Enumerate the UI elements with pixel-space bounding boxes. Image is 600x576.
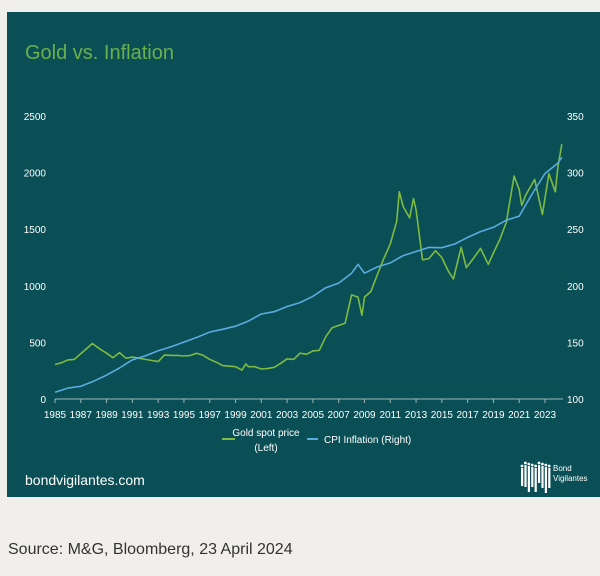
y-right-tick-label: 350	[567, 112, 584, 123]
x-tick-label: 1989	[95, 410, 118, 421]
y-left-tick-label: 0	[40, 395, 46, 406]
x-tick-label: 2015	[431, 410, 454, 421]
legend-label-cpi: CPI Inflation (Right)	[324, 435, 411, 446]
logo-figure-body	[531, 467, 534, 487]
x-tick-label: 2011	[380, 410, 402, 421]
logo-figure-head	[547, 464, 551, 468]
y-right-tick-label: 250	[567, 225, 584, 236]
x-tick-label: 1991	[121, 410, 144, 421]
logo-figure-head	[544, 463, 548, 467]
x-tick-label: 2007	[328, 410, 351, 421]
logo-figure-head	[537, 461, 541, 465]
chart-panel	[7, 12, 600, 497]
y-right-tick-label: 150	[567, 338, 584, 349]
x-tick-label: 2019	[482, 410, 505, 421]
logo-figure-head	[530, 463, 534, 467]
logo-figure-body	[538, 465, 541, 483]
logo-figure-body	[544, 467, 547, 493]
y-right-tick-label: 200	[567, 282, 584, 293]
x-tick-label: 1997	[199, 410, 222, 421]
logo-figure-body	[534, 468, 537, 492]
x-tick-label: 2005	[302, 410, 325, 421]
legend-label-gold-2: (Left)	[254, 443, 277, 454]
x-tick-label: 2001	[250, 410, 273, 421]
logo-text-2: Vigilantes	[553, 474, 588, 483]
logo-figure-body	[527, 466, 530, 492]
logo-figure-head	[534, 464, 537, 468]
logo-text-1: Bond	[553, 464, 572, 473]
cpi-inflation-line	[54, 156, 563, 393]
logo-figure-body	[548, 468, 551, 488]
x-tick-label: 1985	[44, 410, 67, 421]
y-right-tick-label: 100	[567, 395, 584, 406]
site-label: bondvigilantes.com	[25, 472, 145, 488]
x-tick-label: 1993	[147, 410, 170, 421]
logo-figure-body	[524, 465, 527, 487]
x-tick-label: 1999	[224, 410, 247, 421]
legend-label-gold-1: Gold spot price	[232, 428, 300, 439]
x-tick-label: 2009	[353, 410, 376, 421]
gold-price-line	[54, 144, 563, 371]
legend: Gold spot price (Left) CPI Inflation (Ri…	[222, 428, 411, 454]
y-left-tick-label: 1000	[24, 282, 47, 293]
logo-figure-body	[541, 466, 544, 488]
logo-figure-head	[524, 461, 527, 465]
x-tick-label: 1995	[173, 410, 196, 421]
logo-figure-body	[521, 468, 524, 486]
x-tick-label: 2023	[534, 410, 557, 421]
x-tick-label: 2021	[508, 410, 531, 421]
source-note: Source: M&G, Bloomberg, 23 April 2024	[8, 541, 293, 558]
logo-figure-head	[520, 464, 524, 468]
y-left-tick-label: 2500	[24, 112, 47, 123]
bond-vigilantes-logo: Bond Vigilantes	[520, 461, 588, 493]
y-left-tick-label: 500	[29, 338, 46, 349]
x-tick-label: 1987	[70, 410, 93, 421]
y-left-tick-label: 2000	[24, 169, 47, 180]
y-left-tick-label: 1500	[24, 225, 47, 236]
logo-figure-head	[541, 462, 544, 466]
y-right-tick-label: 300	[567, 169, 584, 180]
chart-title: Gold vs. Inflation	[25, 42, 174, 64]
x-tick-label: 2013	[405, 410, 428, 421]
logo-figure-head	[527, 462, 531, 466]
x-tick-label: 2017	[457, 410, 480, 421]
x-tick-label: 2003	[276, 410, 299, 421]
